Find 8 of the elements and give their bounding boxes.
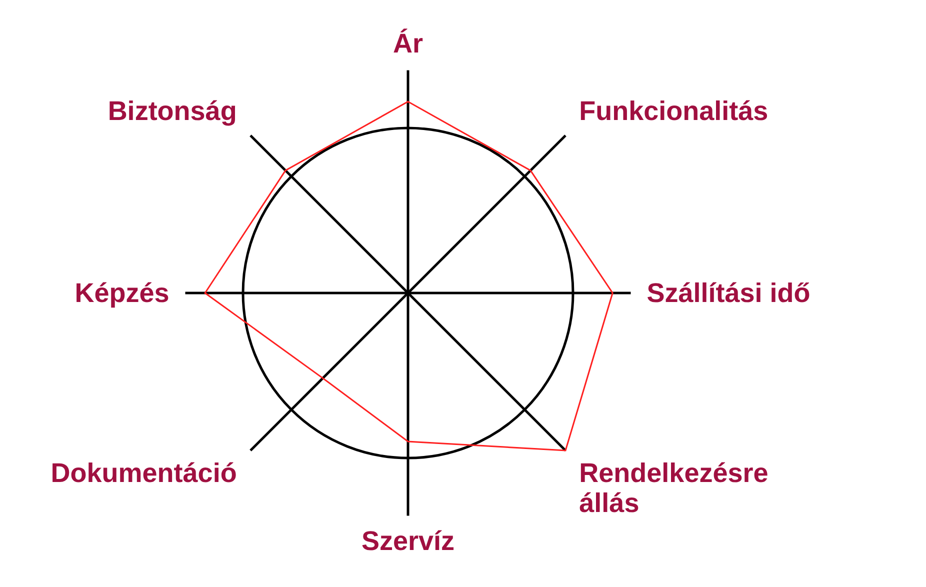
- spoke-label: Dokumentáció: [50, 458, 237, 488]
- spoke-label: Funkcionalitás: [579, 96, 768, 126]
- spoke-label: Szállítási idő: [646, 278, 810, 308]
- spoke-label: Rendelkezésre állás: [579, 458, 768, 518]
- spoke-label: Biztonság: [108, 96, 237, 126]
- spoke-label: Ár: [392, 28, 424, 58]
- spoke-label: Képzés: [74, 278, 170, 308]
- spoke-label: Szervíz: [361, 526, 455, 556]
